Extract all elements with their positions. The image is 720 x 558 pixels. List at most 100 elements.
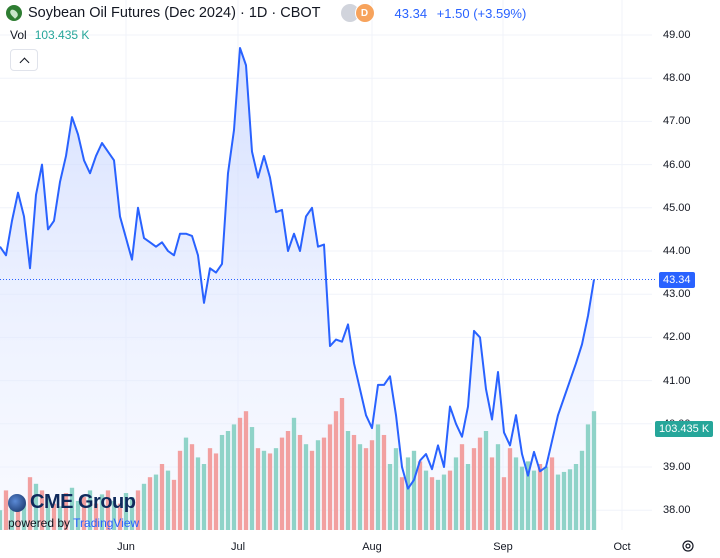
volume-bar: [213, 453, 219, 530]
volume-bar: [189, 444, 195, 530]
volume-bar: [537, 464, 543, 530]
volume-bar: [351, 434, 357, 530]
volume-bar: [477, 437, 483, 530]
volume-bar: [513, 457, 519, 530]
volume-bar: [3, 490, 9, 530]
volume-bar: [567, 469, 573, 530]
volume-bar: [579, 450, 585, 530]
powered-by-label: powered by: [8, 516, 71, 530]
volume-bar: [201, 464, 207, 530]
volume-bar: [69, 487, 75, 530]
volume-bar: [555, 474, 561, 530]
volume-bar: [93, 503, 99, 530]
volume-bar: [405, 457, 411, 530]
delayed-badge: D: [354, 3, 375, 23]
volume-label: Vol: [10, 28, 27, 42]
price-change: +1.50 (+3.59%): [436, 5, 527, 21]
volume-bar: [465, 464, 471, 530]
volume-bar: [531, 470, 537, 530]
price-axis-label: 45.00: [663, 201, 691, 214]
volume-bar: [339, 398, 345, 530]
last-price-tag: 43.34: [659, 271, 695, 288]
price-axis-label: 47.00: [663, 115, 691, 128]
volume-bar: [255, 448, 261, 530]
price-axis-label: 38.00: [663, 504, 691, 517]
last-price-info: 43.34 +1.50 (+3.59%): [395, 6, 527, 21]
market-status-badges[interactable]: D: [340, 3, 375, 23]
chart-header: Soybean Oil Futures (Dec 2024) · 1D · CB…: [6, 3, 526, 23]
volume-bar: [141, 483, 147, 530]
volume-bar: [153, 474, 159, 530]
volume-bar: [369, 440, 375, 530]
chevron-up-icon: [19, 57, 29, 67]
volume-bar: [285, 431, 291, 530]
volume-bar: [237, 417, 243, 530]
volume-bar: [219, 434, 225, 530]
volume-bar: [225, 431, 231, 530]
price-axis-label: 39.00: [663, 461, 691, 473]
volume-bar: [231, 424, 237, 530]
volume-bar: [411, 450, 417, 530]
volume-bar: [171, 479, 177, 530]
volume-bar: [327, 424, 333, 530]
volume-bar: [387, 464, 393, 530]
price-axis-label: 42.00: [663, 331, 691, 344]
volume-bar: [453, 457, 459, 530]
volume-bar: [495, 444, 501, 530]
volume-bar: [309, 450, 315, 530]
volume-bar: [117, 503, 123, 530]
volume-bar: [27, 477, 33, 530]
volume-bar: [483, 431, 489, 530]
volume-bar: [519, 466, 525, 530]
time-axis-label: Oct: [613, 541, 631, 553]
volume-bar: [543, 466, 549, 530]
powered-by: powered by TradingView: [8, 516, 139, 530]
volume-bar: [279, 437, 285, 530]
volume-bar: [135, 490, 141, 530]
volume-bar: [435, 479, 441, 530]
volume-bar: [33, 483, 39, 530]
symbol-title[interactable]: Soybean Oil Futures (Dec 2024) · 1D · CB…: [28, 5, 321, 21]
volume-bar: [303, 444, 309, 530]
volume-bar: [195, 457, 201, 530]
volume-bar: [489, 457, 495, 530]
volume-bar: [393, 448, 399, 530]
volume-bar: [423, 470, 429, 530]
volume-bar: [399, 477, 405, 530]
volume-bar: [381, 434, 387, 530]
volume-bar: [429, 477, 435, 530]
volume-bar: [573, 464, 579, 530]
volume-bar: [321, 437, 327, 530]
volume-bar: [297, 434, 303, 530]
volume-value: 103.435 K: [34, 28, 90, 42]
volume-bar: [177, 450, 183, 530]
time-axis-label: Sep: [493, 541, 513, 553]
price-axis-label: 49.00: [663, 29, 691, 41]
volume-bar: [315, 440, 321, 530]
volume-bar: [363, 448, 369, 530]
volume-bar: [291, 417, 297, 530]
volume-bar: [51, 503, 57, 530]
symbol-logo-icon: [6, 5, 22, 21]
volume-bar: [183, 437, 189, 530]
price-axis-label: 44.00: [663, 245, 691, 257]
collapse-legend-button[interactable]: [10, 49, 38, 71]
settings-gear-icon[interactable]: [681, 539, 695, 553]
volume-bar: [15, 497, 21, 530]
volume-bar: [471, 448, 477, 530]
volume-bar: [63, 493, 69, 530]
volume-bar: [345, 431, 351, 530]
volume-bar: [207, 448, 213, 530]
volume-bar: [447, 470, 453, 530]
volume-bar: [57, 506, 63, 530]
tradingview-link[interactable]: TradingView: [73, 516, 140, 530]
time-axis-label: Aug: [362, 541, 382, 553]
volume-bar: [261, 450, 267, 530]
price-axis-label: 41.00: [663, 374, 691, 387]
cme-branding[interactable]: CME Group powered by TradingView: [8, 491, 139, 530]
price-axis-label: 43.00: [663, 288, 691, 301]
volume-bar: [561, 471, 567, 530]
volume-bar: [585, 424, 591, 530]
volume-bar: [9, 503, 15, 530]
